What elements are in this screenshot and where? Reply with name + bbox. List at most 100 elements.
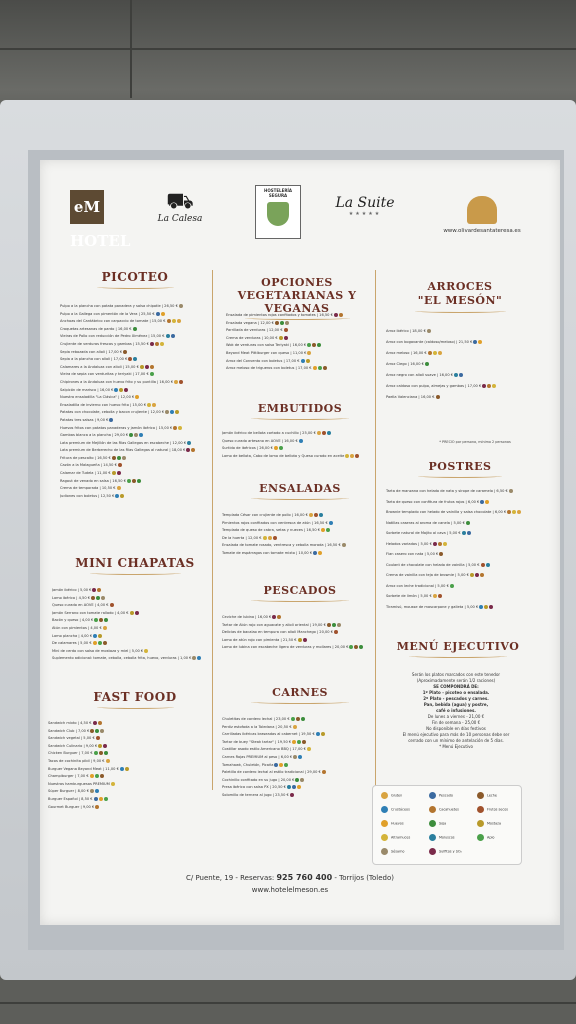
allergen-dot-icon bbox=[296, 785, 301, 790]
allergen-dot-icon bbox=[292, 739, 297, 744]
menu-item-text: Tartar de buey "Steak tartar" | 19,50 € bbox=[222, 739, 292, 744]
allergen-dot-icon bbox=[349, 645, 354, 650]
pescados-list: Ceviche de lubina | 16,00 € Tartar de Atú… bbox=[222, 614, 374, 652]
allergen-legend-item: Altramuces bbox=[381, 834, 410, 841]
menu-item: Fritura de pescaíto | 16,50 € bbox=[60, 455, 210, 463]
menu-item-text: Arroz caldoso con pulpo, almejas y gamba… bbox=[386, 384, 482, 388]
menu-item-text: Croquetas artesanas de pardo | 16,00 € bbox=[60, 326, 132, 331]
allergen-dot-icon bbox=[424, 362, 429, 366]
allergen-legend-item: Mostaza bbox=[477, 820, 501, 827]
allergen-dot-icon bbox=[175, 410, 180, 415]
allergen-dot-icon bbox=[474, 573, 479, 577]
allergen-dot-icon bbox=[322, 366, 327, 371]
embutidos-title: EMBUTIDOS bbox=[257, 402, 343, 415]
allergen-dot-icon bbox=[152, 402, 157, 407]
allergen-dot-icon bbox=[326, 528, 331, 533]
allergen-dot-icon bbox=[321, 528, 326, 533]
menu-item-text: Delicias de bacalao en tempura con aliol… bbox=[222, 630, 334, 635]
menu-item: Jamón Serrano con tomate rallado | 4,00 … bbox=[52, 610, 210, 618]
menu-item-text: Lata premium de Berberecho de las Rías G… bbox=[60, 448, 186, 453]
footer: C/ Puente, 19 - Reservas: 925 760 400 - … bbox=[140, 872, 440, 896]
allergen-dot-icon bbox=[300, 777, 305, 782]
allergen-label: Soja bbox=[439, 821, 447, 826]
menu-item: Templada de queso de cabra, setas y nuec… bbox=[222, 527, 374, 535]
allergen-dot-icon bbox=[129, 433, 134, 438]
menu-item-text: Sepia a la plancha con alioli | 17,00 € bbox=[60, 357, 128, 362]
allergen-dot-icon bbox=[91, 595, 96, 600]
allergen-dot-icon bbox=[94, 618, 99, 623]
em-hotel-logo: eM HOTEL bbox=[70, 190, 130, 250]
allergen-dot-icon bbox=[487, 384, 492, 388]
allergen-dot-icon bbox=[295, 777, 300, 782]
allergen-legend-item: Gluten bbox=[381, 792, 402, 799]
menu-item-text: Suplemento adicional: tomate, cebolla, c… bbox=[52, 656, 192, 661]
allergen-dot-icon bbox=[147, 402, 152, 407]
allergen-dot-icon bbox=[300, 358, 305, 363]
menu-item: Croquetas artesanas de pardo | 16,00 € bbox=[60, 326, 210, 334]
allergen-dot-icon bbox=[109, 417, 114, 422]
allergen-dot-icon bbox=[95, 804, 100, 809]
allergen-dot-icon bbox=[114, 387, 119, 392]
shield-icon bbox=[267, 202, 289, 226]
menu-item-text: Fritura de pescaíto | 16,50 € bbox=[60, 455, 111, 460]
menu-item-text: Pimientos rojos confitados con ventresca… bbox=[222, 520, 328, 525]
allergen-dot-icon bbox=[103, 796, 108, 801]
menu-item: Anchoas del Cantábrico con carpaccio de … bbox=[60, 318, 210, 326]
allergen-label: Sésamo bbox=[391, 849, 405, 854]
allergen-dot-icon bbox=[298, 754, 303, 759]
menu-ejecutivo-line: Pan, bebida (agua) y postre, bbox=[423, 702, 489, 707]
menu-item-text: Súper Burguer | 8,00 € bbox=[48, 789, 90, 794]
opciones-list: Ensalada de pimientos rojos confitados y… bbox=[226, 312, 374, 373]
allergen-dot-icon bbox=[484, 604, 489, 609]
menu-item: Jamón ibérico | 5,00 € bbox=[52, 587, 210, 595]
menu-item: Arroz meloso | 16,00 € bbox=[386, 348, 536, 359]
allergen-legend-item: Crustáceos bbox=[381, 806, 410, 813]
allergen-dot-icon bbox=[139, 433, 144, 438]
menu-item: Arroz caldoso con pulpo, almejas y gamba… bbox=[386, 381, 536, 392]
allergen-dot-icon bbox=[279, 762, 284, 767]
allergen-dot-icon bbox=[116, 471, 121, 476]
footer-town: - Torrijos (Toledo) bbox=[334, 874, 394, 882]
menu-ejecutivo-line: (Aproximadamente serán 1/2 raciones) bbox=[416, 678, 496, 683]
menu-item-text: Tacos de cochinita pibil | 9,00 € bbox=[48, 758, 105, 763]
la-suite-stars: ★★★★★ bbox=[348, 211, 382, 217]
allergen-dot-icon bbox=[144, 648, 149, 653]
menu-item-text: Judiones con boletus | 12,50 € bbox=[60, 493, 115, 498]
menu-item: Brownie templado con helado de vainilla … bbox=[386, 507, 536, 518]
menu-item: Presa ibérica con salsa PX | 20,50 € bbox=[222, 784, 374, 792]
allergen-legend-item: Huevos bbox=[381, 820, 404, 827]
opciones-title-line2: VEGETARIANAS Y VEGANAS bbox=[237, 289, 357, 315]
menu-item-text: Nuestras hamburguesas PREMIUM bbox=[48, 781, 110, 786]
allergen-dot-icon bbox=[290, 717, 295, 721]
allergen-dot-icon bbox=[173, 425, 178, 430]
allergen-dot-icon bbox=[454, 373, 459, 377]
menu-item: Helados variados | 5,00 € bbox=[386, 539, 536, 550]
allergen-dot-icon bbox=[302, 637, 307, 642]
allergen-dot-icon bbox=[127, 478, 131, 483]
menu-item: Tartar de buey "Steak tartar" | 19,50 € bbox=[222, 739, 374, 747]
allergen-dot-icon bbox=[132, 326, 137, 331]
allergen-dot-icon bbox=[321, 770, 326, 775]
picoteo-list: Pulpo a la plancha con patata panadera y… bbox=[60, 303, 210, 500]
allergen-dot-icon bbox=[482, 384, 487, 388]
gold-rule bbox=[96, 705, 174, 709]
menu-item: Lata premium de Berberecho de las Rías G… bbox=[60, 447, 210, 455]
menu-item-text: Tomahawk, Chuletón, Picaña bbox=[222, 762, 274, 767]
allergen-dot-icon bbox=[479, 604, 484, 609]
allergen-dot-icon bbox=[283, 328, 288, 333]
allergen-dot-icon bbox=[465, 520, 470, 525]
menu-item: Súper Burguer | 8,00 € bbox=[48, 788, 210, 796]
allergen-dot-icon bbox=[293, 754, 298, 759]
allergen-icon bbox=[429, 834, 436, 841]
menu-item-text: Vieira de sepia con verduritas y teriyak… bbox=[60, 372, 149, 377]
allergen-dot-icon bbox=[160, 311, 165, 316]
allergen-dot-icon bbox=[274, 320, 279, 325]
menu-item-text: Burguer Español | 8,50 € bbox=[48, 796, 93, 801]
pescados-title: PESCADOS bbox=[263, 584, 337, 597]
menu-item: Tarta de manzana con helado de nata y si… bbox=[386, 486, 536, 497]
carnes-list: Chuletitas de cordero lechal | 23,00 € Pe… bbox=[222, 716, 374, 800]
menu-item-text: Burguer Vegana Beyond Meat | 11,00 € bbox=[48, 766, 119, 771]
menu-item-text: Surtido de ibéricos | 26,00 € bbox=[222, 446, 273, 451]
allergen-dot-icon bbox=[171, 319, 176, 324]
section-title-arroces: ARROCES "EL MESÓN" bbox=[395, 280, 525, 313]
